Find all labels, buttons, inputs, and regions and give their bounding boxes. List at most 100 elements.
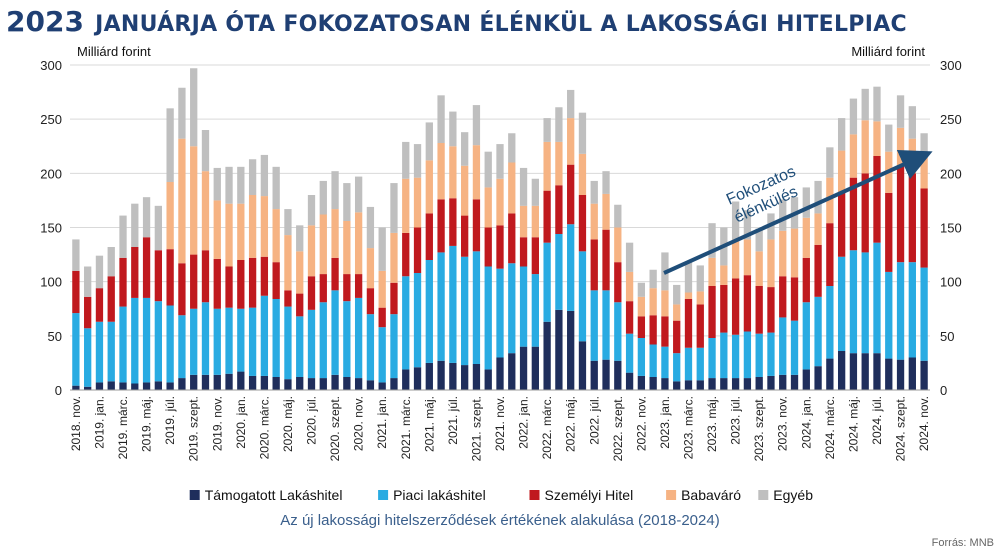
bar-segment-s2 (578, 195, 587, 252)
bar-segment-s4 (72, 239, 80, 271)
bar-segment-s0 (201, 374, 210, 390)
bar-segment-s4 (107, 247, 115, 277)
bar-segment-s3 (213, 200, 221, 259)
bar-segment-s3 (837, 150, 846, 192)
bar-segment-s0 (826, 358, 834, 390)
bar-segment-s0 (708, 378, 716, 390)
bar-segment-s2 (873, 156, 881, 243)
bar-segment-s1 (319, 302, 327, 379)
bar-segment-s4 (84, 266, 92, 297)
bar-segment-s2 (802, 257, 810, 303)
legend-swatch-3 (666, 490, 677, 500)
bar-segment-s2 (496, 225, 504, 269)
bar-segment-s1 (731, 334, 740, 379)
bar-segment-s1 (743, 331, 752, 379)
bar-segment-s4 (508, 133, 516, 163)
bar-segment-s1 (248, 307, 257, 376)
x-tick-label: 2019. jan. (92, 396, 106, 449)
bar-segment-s2 (614, 262, 622, 303)
x-tick-label: 2024. nov. (917, 396, 931, 451)
bar-segment-s3 (319, 214, 327, 275)
bar-segment-s2 (354, 274, 363, 298)
bar-segment-s3 (590, 203, 598, 240)
x-tick-label: 2019. máj. (140, 396, 154, 452)
bar-segment-s4 (131, 203, 139, 247)
bar-segment-s3 (625, 271, 634, 302)
bar-segment-s2 (743, 275, 752, 332)
bar-segment-s2 (649, 315, 657, 345)
x-tick-label: 2020. márc. (257, 396, 271, 459)
bar-segment-s3 (649, 288, 657, 316)
bar-segment-s4 (449, 111, 457, 147)
bar-segment-s2 (201, 250, 210, 303)
bar-segment-s2 (390, 282, 398, 315)
bar-segment-s1 (684, 347, 693, 381)
bar-segment-s4 (119, 215, 127, 258)
legend-swatch-4 (758, 490, 769, 500)
bar-segment-s3 (814, 213, 822, 245)
x-tick-label: 2020. jan. (234, 396, 248, 449)
bar-segment-s2 (461, 215, 469, 257)
page-title: 2023 JANUÁRJA ÓTA FOKOZATOSAN ÉLÉNKÜL A … (6, 3, 996, 42)
bar-segment-s4 (543, 118, 551, 142)
bar-segment-s2 (107, 276, 115, 322)
legend-label-1: Piaci lakáshitel (393, 487, 486, 503)
bar-segment-s4 (920, 133, 928, 156)
bar-segment-s4 (602, 171, 610, 194)
bar-segment-s2 (449, 198, 457, 246)
y-tick-label-right: 50 (940, 329, 954, 344)
bar-segment-s4 (673, 284, 681, 305)
x-tick-label: 2020. szept. (328, 396, 342, 461)
bar-segment-s2 (814, 244, 822, 297)
bar-segment-s2 (767, 287, 775, 333)
bar-segment-s1 (873, 242, 881, 354)
bar-segment-s0 (508, 353, 516, 390)
bar-segment-s3 (637, 296, 646, 317)
bar-segment-s0 (790, 374, 799, 390)
bar-segment-s4 (390, 183, 398, 233)
bar-segment-s4 (354, 176, 363, 213)
bar-segment-s1 (849, 250, 858, 354)
bar-segment-s2 (885, 192, 893, 272)
bar-segment-s3 (920, 156, 928, 189)
bar-segment-s2 (602, 229, 610, 291)
y-tick-label-right: 100 (940, 275, 962, 290)
bar-segment-s1 (449, 245, 457, 363)
bar-segment-s2 (896, 165, 905, 263)
bar-segment-s4 (649, 269, 657, 289)
bar-segment-s2 (437, 199, 445, 253)
bar-segment-s4 (873, 86, 881, 122)
bar-segment-s1 (673, 353, 681, 382)
bar-segment-s2 (154, 250, 162, 302)
bar-segment-s4 (826, 147, 834, 178)
bar-segment-s4 (684, 262, 693, 293)
bar-segment-s0 (343, 377, 351, 390)
bar-segment-s3 (248, 195, 257, 258)
trend-arrow (663, 150, 933, 275)
bar-segment-s4 (708, 223, 716, 258)
bar-segment-s3 (896, 127, 905, 166)
bar-segment-s0 (673, 381, 681, 390)
bar-segment-s3 (661, 290, 669, 317)
bar-segment-s4 (637, 282, 646, 297)
bar-segment-s2 (590, 239, 598, 291)
bar-segment-s0 (649, 377, 657, 390)
bar-segment-s3 (284, 235, 292, 291)
y-ticks-right: 0 50 100 150 200 250 300 (940, 58, 962, 398)
bar-segment-s2 (567, 164, 575, 225)
bar-segment-s2 (543, 190, 551, 243)
bar-segment-s4 (284, 209, 292, 236)
bar-segment-s2 (402, 232, 410, 277)
bar-segment-s3 (272, 209, 280, 263)
bar-segment-s3 (873, 121, 881, 156)
bar-segment-s0 (767, 375, 775, 390)
bar-segment-s0 (637, 375, 646, 390)
bar-segment-s0 (213, 374, 221, 390)
bar-segment-s1 (720, 332, 728, 379)
bar-segment-s4 (472, 105, 481, 146)
bar-segment-s1 (519, 266, 528, 347)
bar-segment-s4 (201, 130, 210, 172)
bar-segment-s2 (826, 223, 834, 286)
bar-segment-s0 (272, 377, 280, 390)
y-tick-label-right: 250 (940, 112, 962, 127)
